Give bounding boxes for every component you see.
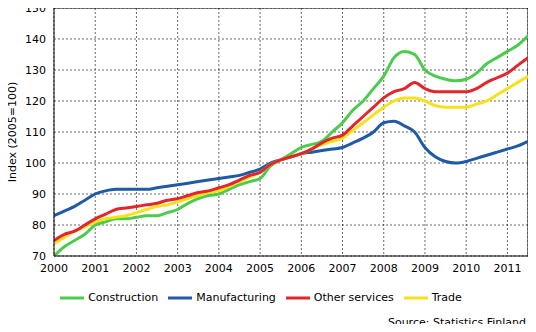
svg-text:110: 110: [25, 126, 46, 139]
svg-text:2000: 2000: [40, 262, 68, 275]
html-text:Construction: Construction: [88, 291, 159, 304]
svg-text:140: 140: [25, 33, 46, 46]
svg-text:2001: 2001: [81, 262, 109, 275]
html-text:Other services: Other services: [313, 291, 394, 304]
svg-text:Index (2005=100): Index (2005=100): [8, 82, 19, 183]
svg-text:2005: 2005: [246, 262, 274, 275]
svg-text:100: 100: [25, 157, 46, 170]
svg-text:120: 120: [25, 95, 46, 108]
svg-text:2010: 2010: [452, 262, 480, 275]
html-text:Manufacturing: Manufacturing: [196, 291, 276, 304]
svg-text:150: 150: [25, 8, 46, 15]
html-text:Source: Statistics Finland: Source: Statistics Finland: [387, 316, 526, 329]
svg-text:2002: 2002: [122, 262, 150, 275]
svg-text:80: 80: [32, 219, 46, 232]
svg-text:2003: 2003: [164, 262, 192, 275]
svg-text:2011: 2011: [493, 262, 521, 275]
svg-text:70: 70: [32, 250, 46, 263]
svg-text:2008: 2008: [370, 262, 398, 275]
html-text:Trade: Trade: [431, 291, 462, 304]
svg-text:2009: 2009: [411, 262, 439, 275]
svg-text:2004: 2004: [205, 262, 233, 275]
svg-text:130: 130: [25, 64, 46, 77]
svg-text:90: 90: [32, 188, 46, 201]
svg-text:2006: 2006: [287, 262, 315, 275]
svg-text:2007: 2007: [329, 262, 357, 275]
